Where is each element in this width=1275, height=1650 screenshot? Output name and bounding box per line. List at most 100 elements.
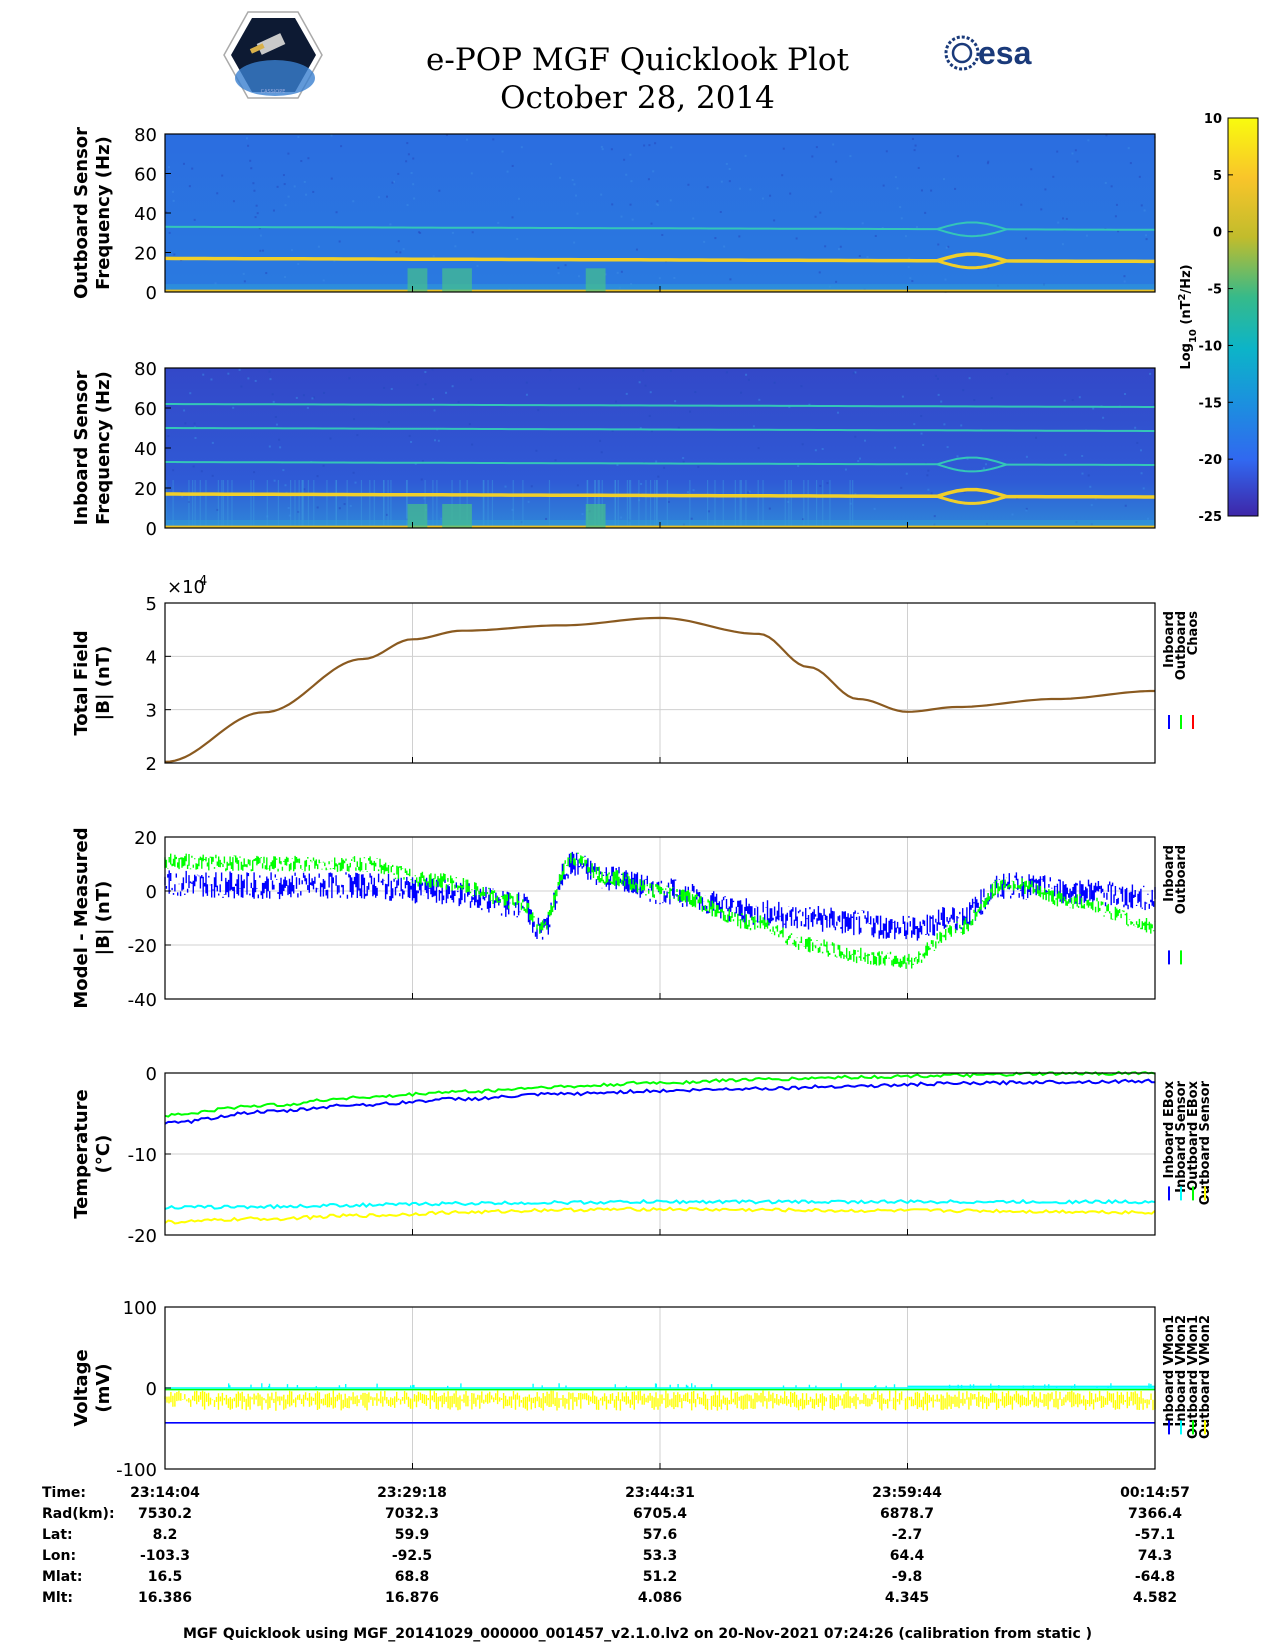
spectrogram-speckle: [640, 482, 643, 485]
legend-label: Inboard: [1162, 845, 1177, 902]
spectrogram-speckle: [316, 506, 319, 509]
spectrogram-speckle: [303, 488, 306, 491]
spectrogram-speckle: [990, 397, 993, 400]
y-axis-label: Frequency (Hz): [93, 371, 114, 525]
spectrogram-speckle: [211, 474, 214, 477]
spectrogram-speckle: [445, 391, 448, 394]
spectrogram-streak: [614, 480, 616, 528]
spectrogram-speckle: [451, 231, 454, 234]
spectrogram-speckle: [830, 190, 833, 193]
spectrogram-speckle: [173, 253, 176, 256]
spectrogram-speckle: [926, 474, 929, 477]
spectrogram-speckle: [352, 471, 355, 474]
spectrogram-speckle: [814, 215, 817, 218]
spectrogram-speckle: [504, 485, 507, 488]
spectrogram-streak: [383, 480, 385, 528]
spectrogram-speckle: [937, 243, 940, 246]
spectrogram-line-split: [936, 494, 1007, 505]
spectrogram-speckle: [615, 400, 618, 403]
spectrogram-speckle: [674, 400, 677, 403]
info-cell: -64.8: [1135, 1569, 1175, 1585]
spectrogram-speckle: [882, 184, 885, 187]
spectrogram-streak: [745, 480, 747, 528]
colorbar-label-part: 10: [1188, 329, 1199, 343]
spectrogram-streak: [313, 480, 315, 528]
spectrogram-speckle: [1140, 472, 1143, 475]
spectrogram-speckle: [657, 475, 660, 478]
spectrogram-speckle: [188, 185, 191, 188]
spectrogram-speckle: [353, 418, 356, 421]
spectrogram-speckle: [330, 177, 333, 180]
spectrogram-speckle: [221, 174, 224, 177]
spectrogram-speckle: [492, 138, 495, 141]
spectrogram-speckle: [408, 434, 411, 437]
spectrogram-speckle: [787, 500, 790, 503]
spectrogram-speckle: [630, 180, 633, 183]
y-tick-label: -100: [116, 1460, 157, 1481]
legend-label: Inboard: [1162, 611, 1177, 668]
spectrogram-streak: [626, 480, 629, 528]
spectrogram-speckle: [300, 160, 303, 163]
spectrogram-speckle: [601, 148, 604, 151]
spectrogram-speckle: [214, 282, 217, 285]
spectrogram-speckle: [661, 233, 664, 236]
spectrogram-speckle: [191, 167, 194, 170]
spectrogram-speckle: [395, 250, 398, 253]
spectrogram-speckle: [356, 434, 359, 437]
spectrogram-speckle: [306, 406, 309, 409]
spectrogram-speckle: [801, 443, 804, 446]
y-tick-label: 4: [146, 647, 157, 668]
spectrogram-speckle: [808, 403, 811, 406]
spectrogram-speckle: [638, 381, 641, 384]
spectrogram-streak: [436, 480, 438, 528]
spectrogram-speckle: [210, 378, 213, 381]
footer-caption: MGF Quicklook using MGF_20141029_000000_…: [182, 1626, 1093, 1642]
spectrogram-speckle: [554, 459, 557, 462]
spectrogram-speckle: [184, 422, 187, 425]
spectrogram-speckle: [739, 187, 742, 190]
spectrogram-streak: [666, 480, 668, 528]
spectrogram-speckle: [262, 249, 265, 252]
spectrogram-speckle: [927, 488, 930, 491]
spectrogram-speckle: [629, 153, 632, 156]
spectrogram-speckle: [962, 389, 965, 392]
x-tick-time-label: 23:44:31: [625, 1485, 695, 1501]
spectrogram-speckle: [410, 440, 413, 443]
spectrogram-speckle: [873, 507, 876, 510]
spectrogram-speckle: [600, 451, 603, 454]
spectrogram-speckle: [243, 280, 246, 283]
spectrogram-speckle: [424, 383, 427, 386]
spectrogram-speckle: [564, 264, 567, 267]
spectrogram-speckle: [669, 369, 672, 372]
spectrogram-speckle: [857, 460, 860, 463]
spectrogram-speckle: [909, 277, 912, 280]
spectrogram-speckle: [864, 439, 867, 442]
spectrogram-speckle: [723, 245, 726, 248]
spectrogram-speckle: [268, 370, 271, 373]
spectrogram-speckle: [894, 446, 897, 449]
spectrogram-speckle: [740, 391, 743, 394]
spectrogram-speckle: [423, 497, 426, 500]
spectrogram-speckle: [431, 398, 434, 401]
spectrogram-speckle: [811, 155, 814, 158]
spectrogram-streak: [165, 480, 167, 528]
spectrogram-speckle: [814, 449, 817, 452]
info-cell: -9.8: [892, 1569, 923, 1585]
spectrogram-speckle: [677, 426, 680, 429]
spectrogram-speckle: [501, 150, 504, 153]
y-tick-label: 5: [146, 594, 157, 615]
spectrogram-speckle: [768, 507, 771, 510]
colorbar-tick-label: -20: [1199, 453, 1223, 468]
y-tick-label: 3: [146, 701, 157, 722]
y-tick-label: 2: [146, 754, 157, 775]
spectrogram-speckle: [849, 502, 852, 505]
spectrogram-speckle: [1040, 208, 1043, 211]
spectrogram-speckle: [725, 162, 728, 165]
spectrogram-streak: [512, 480, 514, 528]
series-inboard-ebox: [164, 1078, 1155, 1125]
spectrogram-speckle: [471, 443, 474, 446]
y-axis-label: Inboard Sensor: [71, 370, 92, 525]
spectrogram-speckle: [1117, 230, 1120, 233]
spectrogram-speckle: [1076, 160, 1079, 163]
